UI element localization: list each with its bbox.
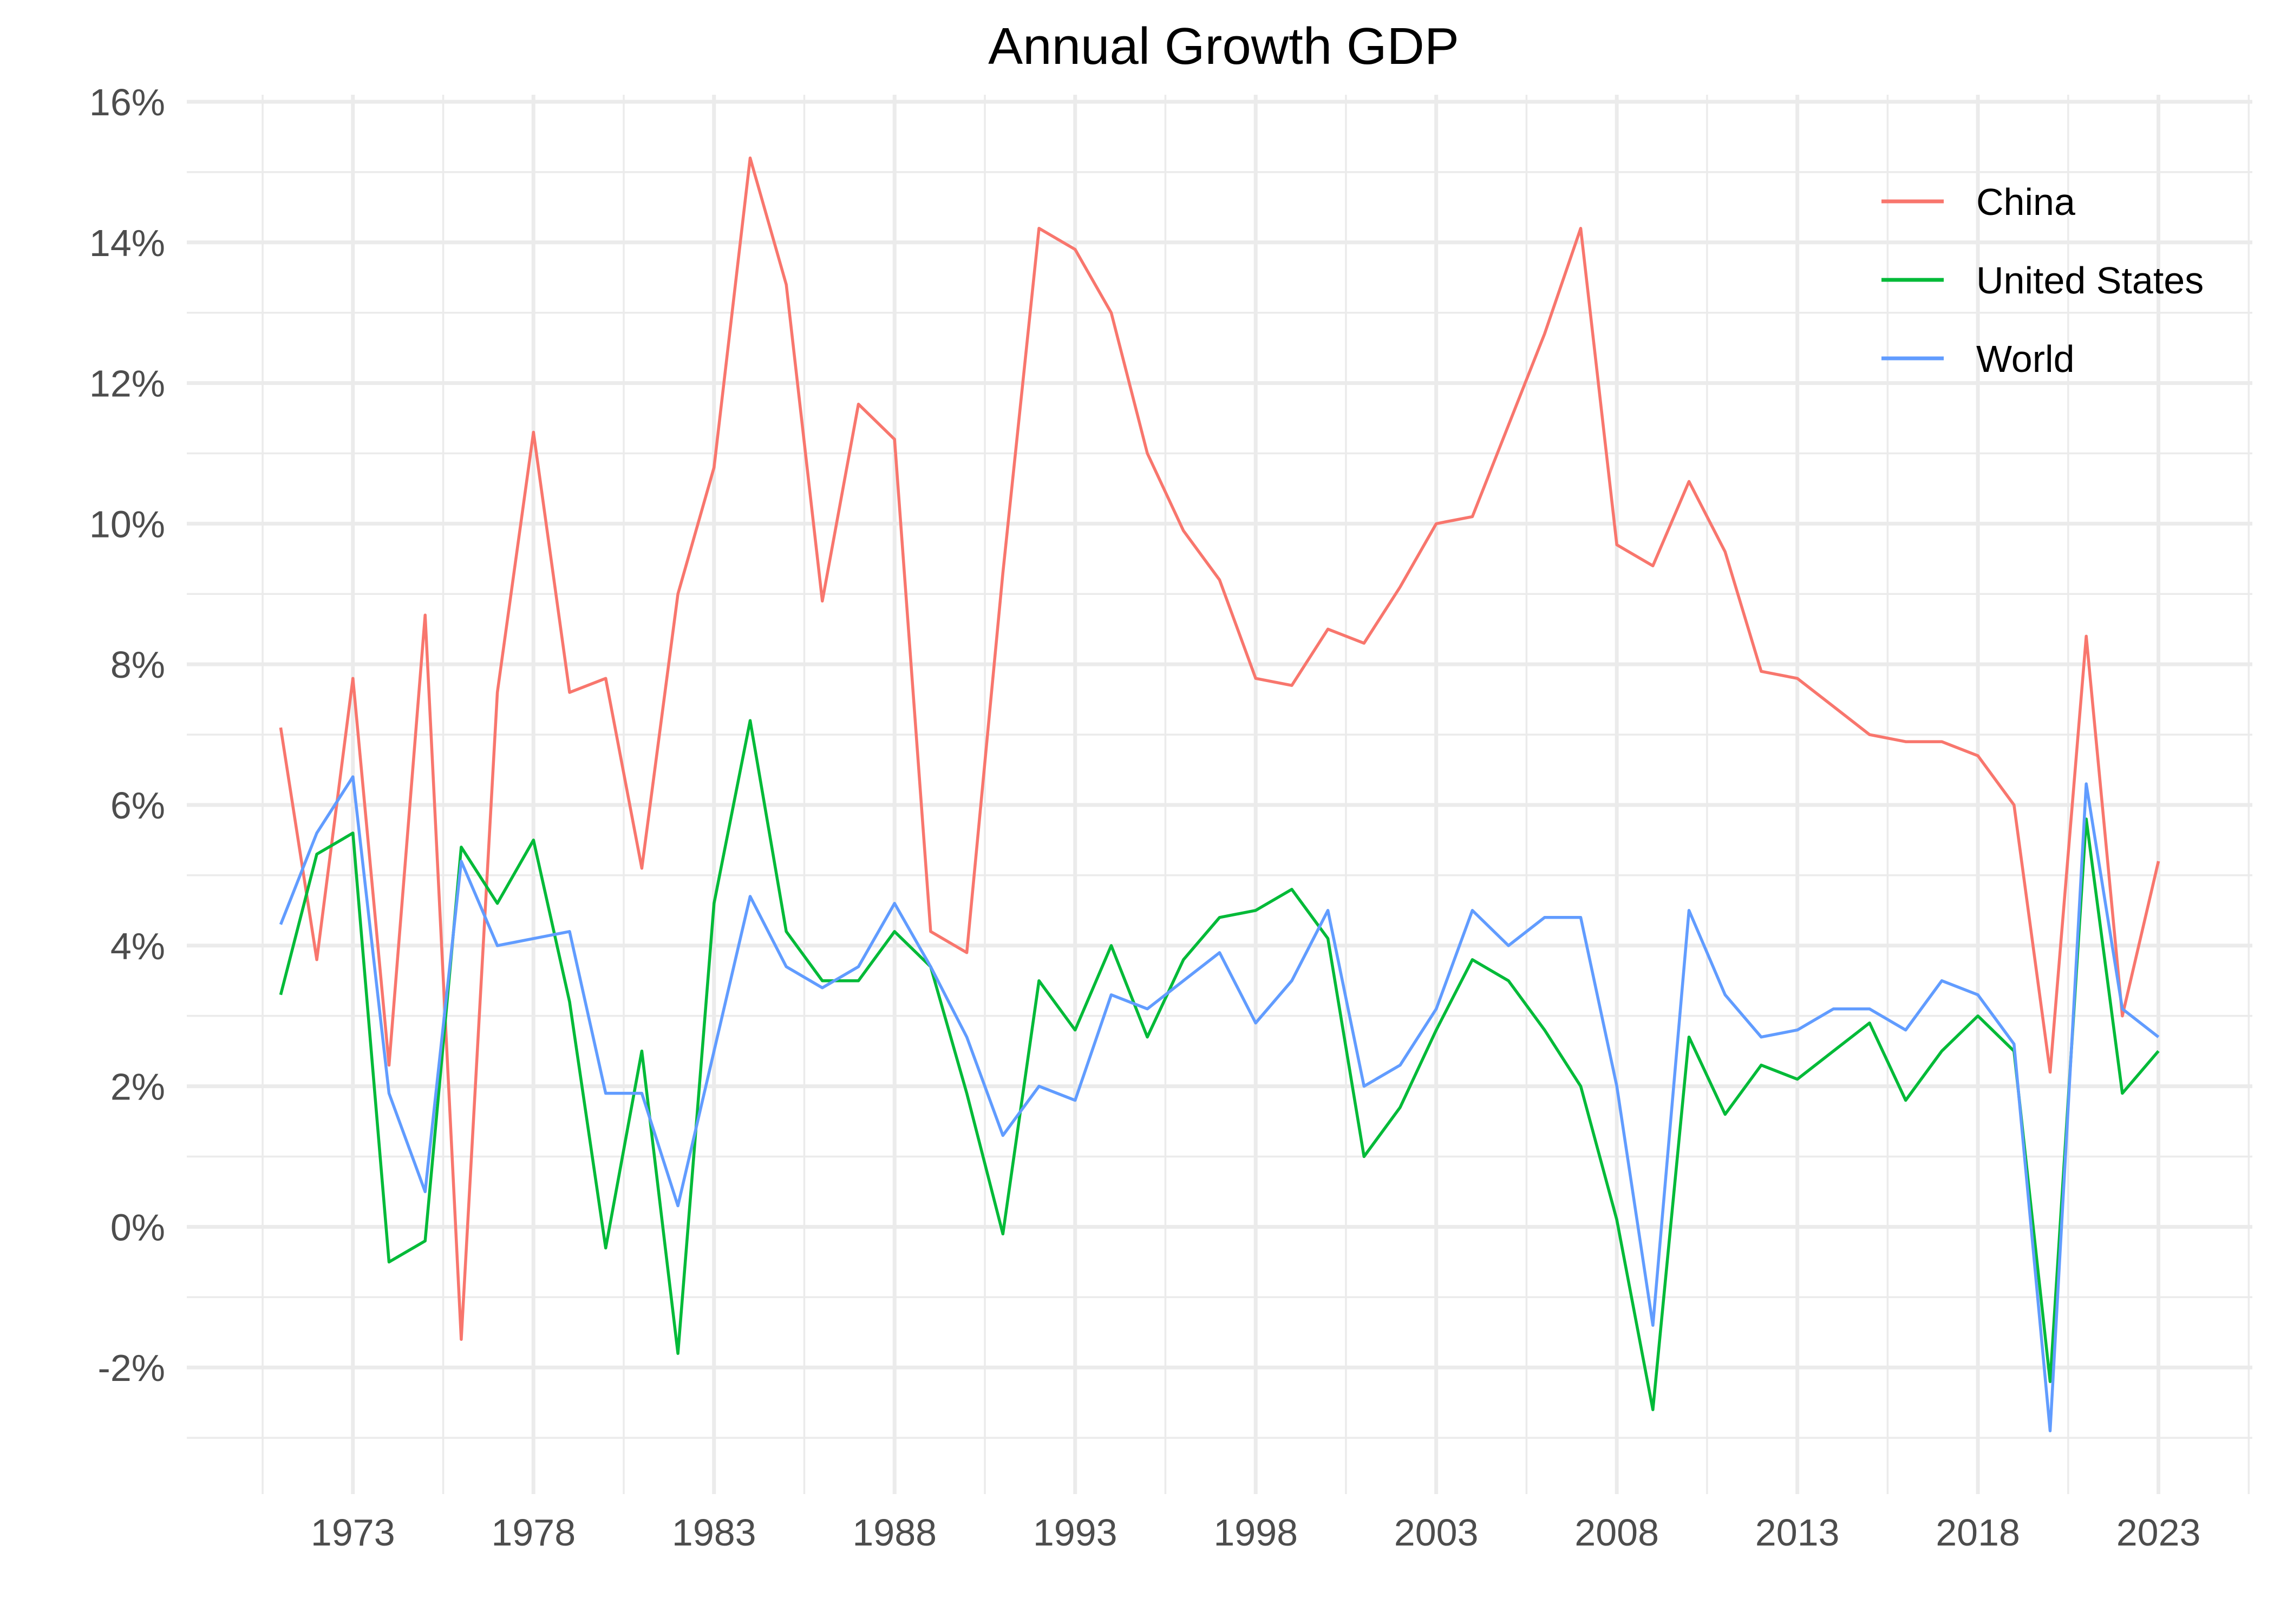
legend-label: China — [1976, 181, 2075, 223]
x-tick-label: 2003 — [1394, 1511, 1479, 1554]
x-tick-label: 2018 — [1936, 1511, 2020, 1554]
x-tick-label: 2008 — [1574, 1511, 1659, 1554]
legend-label: World — [1976, 338, 2075, 380]
legend-item-world: World — [1881, 338, 2075, 380]
legend-item-united-states: United States — [1881, 259, 2204, 302]
x-tick-label: 1993 — [1033, 1511, 1118, 1554]
y-tick-label: 12% — [89, 363, 165, 405]
grid — [187, 95, 2252, 1494]
series-line-world — [279, 775, 2160, 1432]
x-axis: 1973 1978 1983 1988 1993 1998 2003 2008 2013 2018… — [311, 1511, 2201, 1554]
y-tick-label: -2% — [98, 1347, 165, 1389]
y-tick-label: 8% — [110, 644, 165, 686]
chart-title: Annual Growth GDP — [988, 17, 1459, 75]
legend-label: United States — [1976, 259, 2204, 302]
y-tick-label: 0% — [110, 1206, 165, 1248]
y-tick-label: 2% — [110, 1066, 165, 1108]
y-tick-label: 16% — [89, 81, 165, 123]
y-tick-label: 10% — [89, 503, 165, 545]
y-tick-label: 14% — [89, 222, 165, 264]
x-tick-label: 1983 — [672, 1511, 756, 1554]
legend: China United States World — [1881, 181, 2204, 380]
x-tick-label: 1978 — [491, 1511, 576, 1554]
y-axis: -2% 0% 2% 4% 6% 8% 10% 12% 14% 16% — [89, 81, 165, 1389]
x-tick-label: 2013 — [1755, 1511, 1840, 1554]
x-tick-label: 1973 — [311, 1511, 395, 1554]
y-tick-label: 6% — [110, 784, 165, 827]
series-line-united-states — [279, 719, 2160, 1411]
x-tick-label: 2023 — [2116, 1511, 2201, 1554]
x-tick-label: 1998 — [1213, 1511, 1298, 1554]
y-tick-label: 4% — [110, 925, 165, 967]
series-line-china — [279, 156, 2160, 1341]
legend-item-china: China — [1881, 181, 2075, 223]
series-lines — [279, 156, 2160, 1432]
x-tick-label: 1988 — [852, 1511, 937, 1554]
